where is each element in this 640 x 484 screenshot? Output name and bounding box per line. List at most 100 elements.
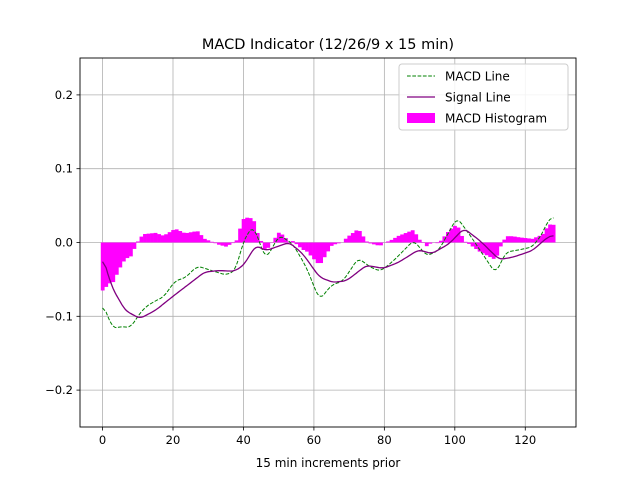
histogram-bar xyxy=(185,233,189,243)
histogram-bar xyxy=(115,243,119,275)
histogram-bar xyxy=(171,230,175,242)
histogram-bar xyxy=(111,243,115,283)
histogram-bar xyxy=(344,239,348,243)
histogram-bar xyxy=(168,232,172,242)
histogram-bar xyxy=(178,231,182,242)
histogram-bar xyxy=(439,241,443,243)
histogram-bar xyxy=(376,243,380,246)
histogram-bar xyxy=(302,243,306,250)
histogram-bar xyxy=(471,243,475,247)
histogram-bar xyxy=(464,242,468,243)
histogram-bar xyxy=(122,243,126,262)
histogram-bar xyxy=(492,243,496,259)
histogram-bar xyxy=(192,232,196,243)
histogram-bar xyxy=(506,236,510,242)
histogram-bar xyxy=(235,240,239,242)
x-tick-label: 80 xyxy=(377,433,392,447)
histogram-bar xyxy=(263,243,267,249)
histogram-bar xyxy=(347,236,351,243)
histogram-bar xyxy=(164,234,168,242)
histogram-bar xyxy=(228,243,232,245)
histogram-bar xyxy=(337,243,341,244)
histogram-bar xyxy=(513,237,517,243)
histogram-bar xyxy=(224,243,228,247)
y-tick-label: 0.0 xyxy=(55,236,73,250)
y-tick-label: −0.1 xyxy=(45,309,73,323)
legend-signal-label: Signal Line xyxy=(445,91,511,105)
histogram-bar xyxy=(214,243,218,244)
histogram-bar xyxy=(386,241,390,242)
histogram-bar xyxy=(509,236,513,242)
histogram-bar xyxy=(118,243,122,268)
histogram-bar xyxy=(305,243,309,252)
histogram-bar xyxy=(330,243,334,246)
histogram-bar xyxy=(411,230,415,242)
histogram-bar xyxy=(206,240,210,242)
x-tick-label: 120 xyxy=(514,433,536,447)
histogram-bar xyxy=(157,234,161,242)
histogram-bar xyxy=(147,234,151,243)
histogram-bar xyxy=(333,243,337,245)
histogram-bar xyxy=(524,238,528,242)
histogram-bar xyxy=(393,238,397,243)
histogram-bar xyxy=(125,243,129,259)
histogram-bar xyxy=(369,243,373,244)
histogram-bar xyxy=(309,243,313,256)
histogram-bar xyxy=(312,243,316,260)
histogram-bar xyxy=(101,243,105,291)
y-tick-label: −0.2 xyxy=(45,383,73,397)
histogram-bar xyxy=(323,243,327,258)
histogram-bar xyxy=(252,221,256,242)
histogram-bar xyxy=(182,233,186,243)
histogram-bar xyxy=(372,243,376,245)
histogram-bar xyxy=(231,243,235,244)
y-tick-label: 0.1 xyxy=(55,162,73,176)
histogram-bar xyxy=(502,240,506,243)
histogram-bar xyxy=(154,233,158,243)
histogram-bar xyxy=(129,243,133,257)
histogram-bar xyxy=(143,234,147,242)
histogram-bar xyxy=(552,225,556,243)
histogram-bar xyxy=(531,239,535,243)
histogram-bar xyxy=(354,230,358,242)
histogram-bar xyxy=(365,241,369,242)
histogram-bar xyxy=(358,231,362,242)
histogram-bar xyxy=(418,240,422,243)
histogram-bar xyxy=(189,232,193,242)
legend-histogram-label: MACD Histogram xyxy=(445,112,547,126)
histogram-bar xyxy=(245,218,249,243)
histogram-bar xyxy=(428,243,432,244)
x-tick-label: 40 xyxy=(236,433,251,447)
histogram-bar xyxy=(495,243,499,256)
histogram-bar xyxy=(291,241,295,242)
histogram-bar xyxy=(221,243,225,246)
histogram-bar xyxy=(467,243,471,244)
histogram-bar xyxy=(425,243,429,247)
histogram-bar xyxy=(407,232,411,243)
histogram-bar xyxy=(400,234,404,242)
histogram-bar xyxy=(499,243,503,247)
legend-histogram-swatch xyxy=(407,113,435,123)
histogram-bar xyxy=(527,238,531,242)
histogram-bar xyxy=(351,233,355,242)
histogram-bar xyxy=(361,236,365,242)
x-axis-label: 15 min increments prior xyxy=(256,456,401,470)
histogram-bar xyxy=(132,243,136,249)
histogram-bar xyxy=(175,229,179,242)
histogram-bar xyxy=(414,234,418,242)
histogram-bar xyxy=(199,235,203,242)
histogram-bar xyxy=(326,243,330,252)
histogram-bar xyxy=(319,243,323,264)
histogram-bar xyxy=(520,238,524,243)
histogram-bar xyxy=(390,240,394,243)
chart-title: MACD Indicator (12/26/9 x 15 min) xyxy=(202,37,454,53)
histogram-bar xyxy=(136,241,140,242)
histogram-bar xyxy=(266,243,270,248)
histogram-bar xyxy=(316,243,320,264)
histogram-bar xyxy=(397,236,401,243)
histogram-bar xyxy=(161,235,165,242)
legend: MACD Line Signal Line MACD Histogram xyxy=(399,64,568,130)
histogram-bar xyxy=(460,236,464,243)
histogram-bar xyxy=(379,243,383,246)
